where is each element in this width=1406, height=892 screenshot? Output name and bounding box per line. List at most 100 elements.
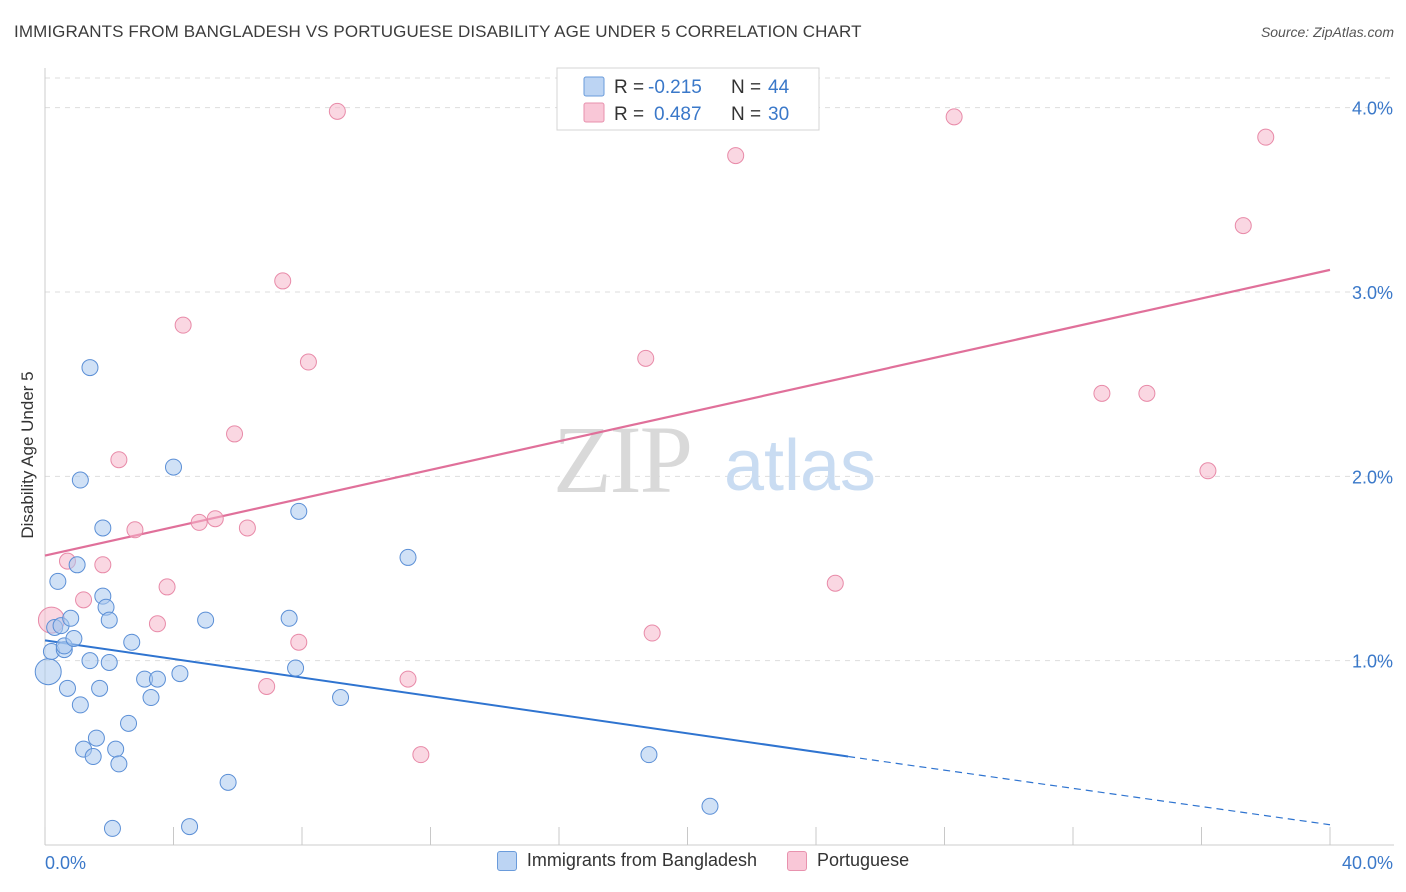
- point-bangladesh: [58, 679, 76, 697]
- point-portuguese: [94, 556, 112, 574]
- x-tick-label-min: 0.0%: [45, 853, 86, 873]
- trend-line-portuguese: [44, 268, 1331, 557]
- legend-swatch-pink: [787, 850, 808, 871]
- point-portuguese: [126, 521, 144, 539]
- legend-n-label-1: N =: [731, 104, 761, 125]
- watermark-zip: ZIP: [553, 406, 691, 513]
- point-portuguese: [727, 147, 745, 165]
- source-credit: Source: ZipAtlas.com: [1260, 24, 1394, 40]
- point-bangladesh: [91, 679, 109, 697]
- legend-swatch-blue: [496, 850, 517, 871]
- trend-line-bangladesh-extension: [848, 755, 1331, 826]
- point-portuguese: [826, 574, 844, 592]
- point-bangladesh: [34, 658, 62, 686]
- point-bangladesh: [181, 818, 199, 836]
- watermark: ZIP atlas: [553, 406, 876, 513]
- point-portuguese: [1138, 384, 1156, 402]
- point-bangladesh: [81, 652, 99, 670]
- point-portuguese: [945, 108, 963, 126]
- point-portuguese: [190, 513, 208, 531]
- point-bangladesh: [71, 696, 89, 714]
- point-bangladesh: [399, 548, 417, 566]
- point-portuguese: [148, 615, 166, 633]
- point-portuguese: [206, 510, 224, 528]
- point-bangladesh: [290, 502, 308, 520]
- point-bangladesh: [107, 740, 125, 758]
- trend-line-bangladesh: [44, 639, 849, 758]
- point-bangladesh: [100, 654, 118, 672]
- points-layer: [34, 102, 1275, 837]
- point-portuguese: [238, 519, 256, 537]
- y-axis-label: Disability Age Under 5: [18, 371, 37, 538]
- legend-item-portuguese[interactable]: Portuguese: [787, 850, 909, 871]
- point-bangladesh: [123, 633, 141, 651]
- point-bangladesh: [71, 471, 89, 489]
- legend-n-value-0: 44: [768, 77, 790, 98]
- point-portuguese: [1234, 217, 1252, 235]
- x-tick-label-max: 40.0%: [1342, 853, 1393, 873]
- y-tick-label: 1.0%: [1352, 652, 1393, 672]
- point-portuguese: [290, 633, 308, 651]
- legend-item-bangladesh[interactable]: Immigrants from Bangladesh: [496, 850, 758, 871]
- point-portuguese: [1199, 462, 1217, 480]
- axis-layer: 1.0% 2.0% 3.0% 4.0% 0.0% 40.0% Disability Age …: [18, 68, 1394, 873]
- legend-top: R = -0.215 N = 44 R = 0.487 N = 30: [556, 67, 820, 131]
- point-bangladesh: [84, 748, 102, 766]
- point-bangladesh: [287, 659, 305, 677]
- point-bangladesh: [62, 609, 80, 627]
- point-bangladesh: [65, 630, 83, 648]
- point-bangladesh: [171, 665, 189, 683]
- y-tick-label: 4.0%: [1352, 99, 1393, 119]
- legend-bottom: Immigrants from Bangladesh Portuguese: [0, 850, 1406, 871]
- legend-r-value-0: -0.215: [648, 77, 702, 98]
- grid-layer: [45, 77, 1394, 662]
- point-portuguese: [1257, 128, 1275, 146]
- point-bangladesh: [100, 611, 118, 629]
- point-portuguese: [274, 272, 292, 290]
- point-portuguese: [643, 624, 661, 642]
- point-bangladesh: [110, 755, 128, 773]
- legend-swatch-portuguese: [583, 102, 605, 123]
- point-bangladesh: [68, 556, 86, 574]
- point-portuguese: [174, 316, 192, 334]
- point-bangladesh: [197, 611, 215, 629]
- watermark-atlas: atlas: [724, 426, 876, 506]
- point-bangladesh: [219, 773, 237, 791]
- point-bangladesh: [81, 359, 99, 377]
- y-tick-label: 2.0%: [1352, 467, 1393, 487]
- legend-swatch-bangladesh: [583, 76, 605, 97]
- legend-n-value-1: 30: [768, 104, 789, 125]
- point-portuguese: [299, 353, 317, 371]
- legend-label-portuguese: Portuguese: [817, 850, 910, 870]
- point-portuguese: [412, 746, 430, 764]
- legend-r-label-1: R =: [614, 104, 644, 125]
- point-bangladesh: [640, 746, 658, 764]
- point-bangladesh: [49, 572, 67, 590]
- trend-layer: [44, 268, 1331, 826]
- point-portuguese: [110, 451, 128, 469]
- legend-r-value-1: 0.487: [654, 104, 702, 125]
- point-bangladesh: [87, 729, 105, 747]
- point-portuguese: [158, 578, 176, 596]
- point-portuguese: [1093, 384, 1111, 402]
- y-tick-label: 3.0%: [1352, 283, 1393, 303]
- point-portuguese: [258, 677, 276, 695]
- point-bangladesh: [103, 819, 121, 837]
- point-portuguese: [328, 102, 346, 120]
- point-bangladesh: [701, 797, 719, 815]
- point-portuguese: [226, 425, 244, 443]
- point-bangladesh: [120, 714, 138, 732]
- point-portuguese: [399, 670, 417, 688]
- chart-title: IMMIGRANTS FROM BANGLADESH VS PORTUGUESE…: [14, 22, 862, 41]
- point-bangladesh: [94, 519, 112, 537]
- point-bangladesh: [142, 689, 160, 707]
- legend-label-bangladesh: Immigrants from Bangladesh: [526, 850, 758, 870]
- point-portuguese: [637, 349, 655, 367]
- point-bangladesh: [165, 458, 182, 476]
- legend-n-label-0: N =: [731, 77, 761, 98]
- legend-r-label-0: R =: [614, 77, 644, 98]
- point-bangladesh: [280, 609, 298, 627]
- point-bangladesh: [148, 670, 166, 688]
- point-portuguese: [75, 591, 93, 609]
